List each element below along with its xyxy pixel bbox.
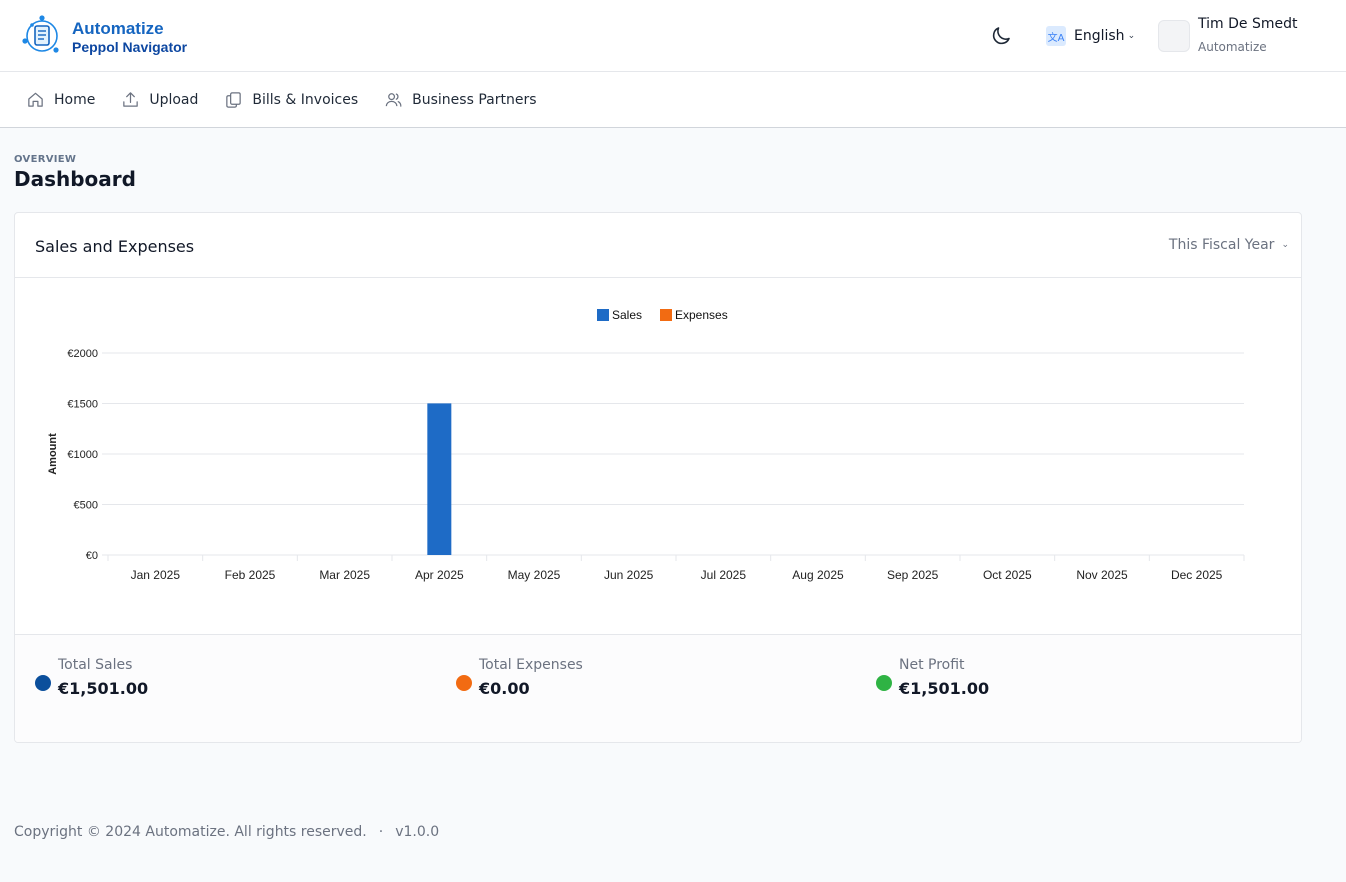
nav-item-upload[interactable]: Upload <box>121 90 198 109</box>
legend-swatch-expenses <box>660 309 672 321</box>
app-title: Automatize <box>72 19 164 38</box>
x-tick-label: Jan 2025 <box>131 568 181 582</box>
chevron-down-icon: ⌄ <box>1281 240 1289 250</box>
nav-item-bills-invoices[interactable]: Bills & Invoices <box>224 90 358 109</box>
x-tick-label: Jul 2025 <box>701 568 747 582</box>
nav-item-label: Upload <box>149 91 199 108</box>
period-label: This Fiscal Year <box>1168 237 1275 253</box>
card-title: Sales and Expenses <box>35 237 195 256</box>
stat-label: Net Profit <box>899 657 965 673</box>
page-title: Dashboard <box>14 167 136 191</box>
x-tick-label: Dec 2025 <box>1171 568 1223 582</box>
stat-value: €1,501.00 <box>899 679 990 698</box>
y-axis-title: Amount <box>47 433 59 475</box>
upload-icon <box>123 92 139 107</box>
documents-icon <box>226 92 242 108</box>
footer-separator: · <box>378 824 384 840</box>
moon-icon <box>992 27 1010 45</box>
top-bar: Automatize Peppol Navigator 文A English ⌄… <box>0 0 1346 72</box>
status-dot <box>456 675 472 691</box>
x-tick-label: Jun 2025 <box>604 568 654 582</box>
y-tick-label: €500 <box>74 500 98 512</box>
y-tick-label: €2000 <box>67 348 98 360</box>
translate-icon: 文A <box>1046 26 1066 46</box>
period-dropdown[interactable]: This Fiscal Year ⌄ <box>1169 237 1289 253</box>
home-icon <box>28 92 43 107</box>
card-header: Sales and Expenses This Fiscal Year ⌄ <box>15 213 1301 278</box>
footer: Copyright © 2024 Automatize. All rights … <box>14 824 439 840</box>
users-icon <box>385 93 402 107</box>
legend-label-sales: Sales <box>612 308 642 322</box>
x-tick-label: Oct 2025 <box>983 568 1032 582</box>
sales-expenses-card: Sales and Expenses This Fiscal Year ⌄ €0… <box>14 212 1302 743</box>
status-dot <box>876 675 892 691</box>
x-tick-label: Nov 2025 <box>1076 568 1128 582</box>
language-label: English <box>1074 28 1125 44</box>
stat-label: Total Expenses <box>479 657 583 673</box>
x-tick-label: Aug 2025 <box>792 568 844 582</box>
y-tick-label: €1500 <box>67 399 98 411</box>
avatar[interactable] <box>1158 20 1190 52</box>
stat-value: €0.00 <box>479 679 530 698</box>
theme-toggle-button[interactable] <box>989 24 1013 48</box>
chevron-down-icon: ⌄ <box>1127 31 1136 41</box>
x-tick-label: May 2025 <box>508 568 561 582</box>
y-tick-label: €0 <box>86 550 98 562</box>
logo-icon <box>22 15 59 53</box>
summary-stats: Total Sales €1,501.00 Total Expenses €0.… <box>15 634 1301 742</box>
sales-expenses-chart: €0 €500 €1000 €1500 €2000 Jan 2025 Feb 2025 Mar… <box>47 308 1245 582</box>
x-tick-label: Apr 2025 <box>415 568 464 582</box>
main-navigation: Home Upload Bills & Invoices Business Pa… <box>0 72 1346 128</box>
version-label: v1.0.0 <box>395 824 440 840</box>
y-tick-label: €1000 <box>67 449 98 461</box>
x-tick-label: Feb 2025 <box>225 568 276 582</box>
user-name[interactable]: Tim De Smedt <box>1198 16 1298 32</box>
bar-sales-apr-2025 <box>427 403 452 555</box>
app-logo[interactable]: Automatize Peppol Navigator <box>20 14 187 58</box>
language-selector[interactable]: 文A English ⌄ <box>1046 26 1135 46</box>
nav-item-home[interactable]: Home <box>26 90 95 109</box>
nav-item-label: Home <box>54 91 96 108</box>
copyright-text: Copyright © 2024 Automatize. All rights … <box>14 824 367 840</box>
nav-item-business-partners[interactable]: Business Partners <box>384 90 537 109</box>
page-overline: OVERVIEW <box>14 154 77 165</box>
status-dot <box>35 675 51 691</box>
legend-swatch-sales <box>597 309 609 321</box>
stat-label: Total Sales <box>58 657 133 673</box>
x-tick-label: Sep 2025 <box>887 568 939 582</box>
legend-label-expenses: Expenses <box>675 308 728 322</box>
stat-value: €1,501.00 <box>58 679 149 698</box>
nav-item-label: Business Partners <box>412 91 537 108</box>
app-subtitle: Peppol Navigator <box>72 39 188 55</box>
user-organization: Automatize <box>1198 40 1267 54</box>
nav-item-label: Bills & Invoices <box>252 91 359 108</box>
x-tick-label: Mar 2025 <box>319 568 370 582</box>
